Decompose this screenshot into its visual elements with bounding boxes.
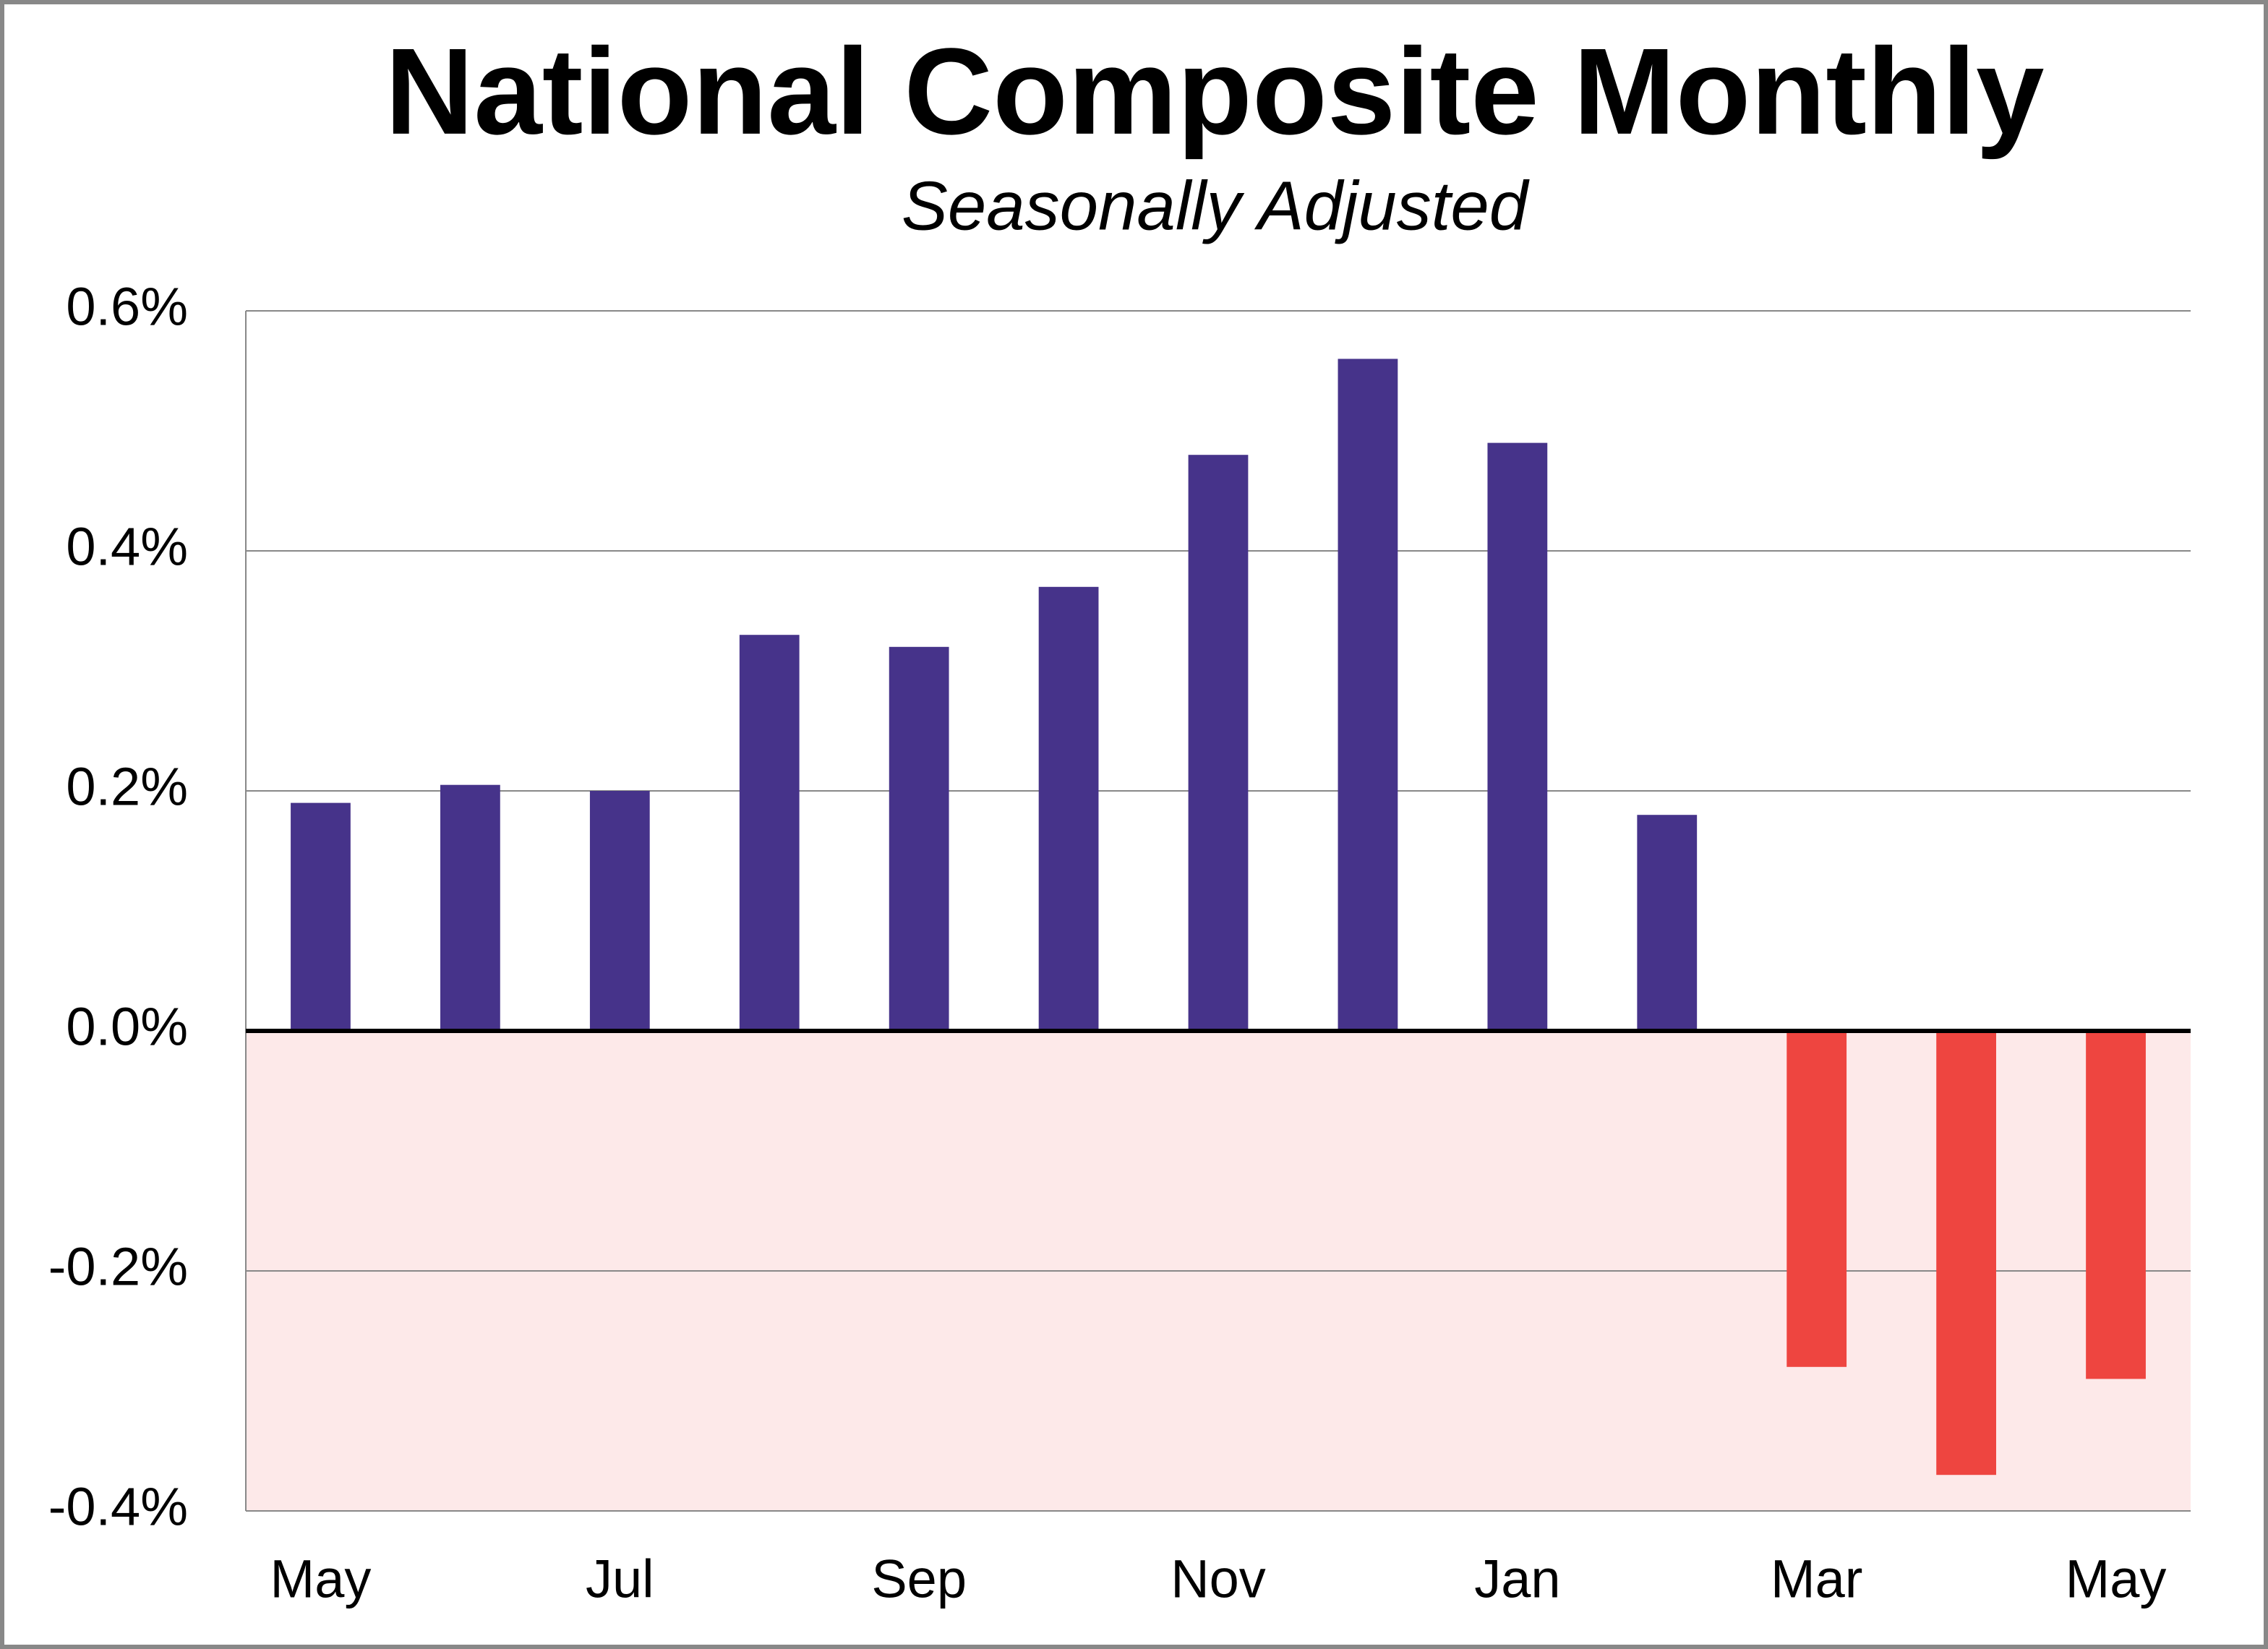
y-tick-label: 0.0% <box>66 997 188 1057</box>
chart-subtitle: Seasonally Adjusted <box>902 167 1530 244</box>
x-tick-label: Jan <box>1474 1549 1560 1609</box>
x-tick-label: May <box>270 1549 372 1609</box>
bar <box>1338 359 1398 1031</box>
x-tick-label: May <box>2066 1549 2167 1609</box>
bar <box>1038 586 1099 1031</box>
y-tick-label: 0.6% <box>66 277 188 337</box>
y-tick-label: -0.4% <box>48 1477 188 1537</box>
bar <box>1188 455 1249 1031</box>
chart-title: National Composite Monthly <box>385 23 2045 160</box>
bar <box>291 802 351 1031</box>
bar <box>1936 1031 1996 1475</box>
bar <box>739 635 800 1031</box>
y-tick-label: 0.2% <box>66 757 188 817</box>
bar <box>440 784 500 1031</box>
y-tick-label: -0.2% <box>48 1237 188 1297</box>
bar <box>589 791 650 1031</box>
y-tick-label: 0.4% <box>66 517 188 577</box>
bar <box>1487 442 1548 1031</box>
x-tick-label: Jul <box>586 1549 654 1609</box>
x-tick-label: Mar <box>1771 1549 1862 1609</box>
bar <box>1786 1031 1847 1367</box>
bar <box>889 646 949 1031</box>
x-tick-label: Sep <box>871 1549 967 1609</box>
x-tick-label: Nov <box>1171 1549 1266 1609</box>
bar <box>2086 1031 2146 1379</box>
bar <box>1637 815 1698 1031</box>
